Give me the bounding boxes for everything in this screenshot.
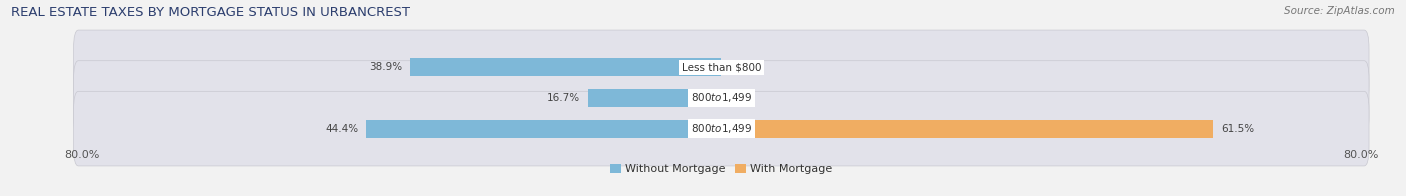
Bar: [588, 89, 721, 107]
Text: 16.7%: 16.7%: [547, 93, 579, 103]
Text: 0.0%: 0.0%: [730, 93, 755, 103]
Bar: [721, 120, 1213, 138]
FancyBboxPatch shape: [73, 91, 1369, 166]
Bar: [411, 58, 721, 76]
FancyBboxPatch shape: [73, 30, 1369, 105]
Text: Source: ZipAtlas.com: Source: ZipAtlas.com: [1284, 6, 1395, 16]
Text: $800 to $1,499: $800 to $1,499: [690, 92, 752, 104]
Text: $800 to $1,499: $800 to $1,499: [690, 122, 752, 135]
Text: 44.4%: 44.4%: [325, 124, 359, 134]
FancyBboxPatch shape: [73, 61, 1369, 135]
Text: REAL ESTATE TAXES BY MORTGAGE STATUS IN URBANCREST: REAL ESTATE TAXES BY MORTGAGE STATUS IN …: [11, 6, 411, 19]
Text: Less than $800: Less than $800: [682, 62, 761, 72]
Bar: [366, 120, 721, 138]
Text: 61.5%: 61.5%: [1220, 124, 1254, 134]
Text: 0.0%: 0.0%: [730, 62, 755, 72]
Legend: Without Mortgage, With Mortgage: Without Mortgage, With Mortgage: [606, 160, 837, 179]
Text: 38.9%: 38.9%: [370, 62, 402, 72]
